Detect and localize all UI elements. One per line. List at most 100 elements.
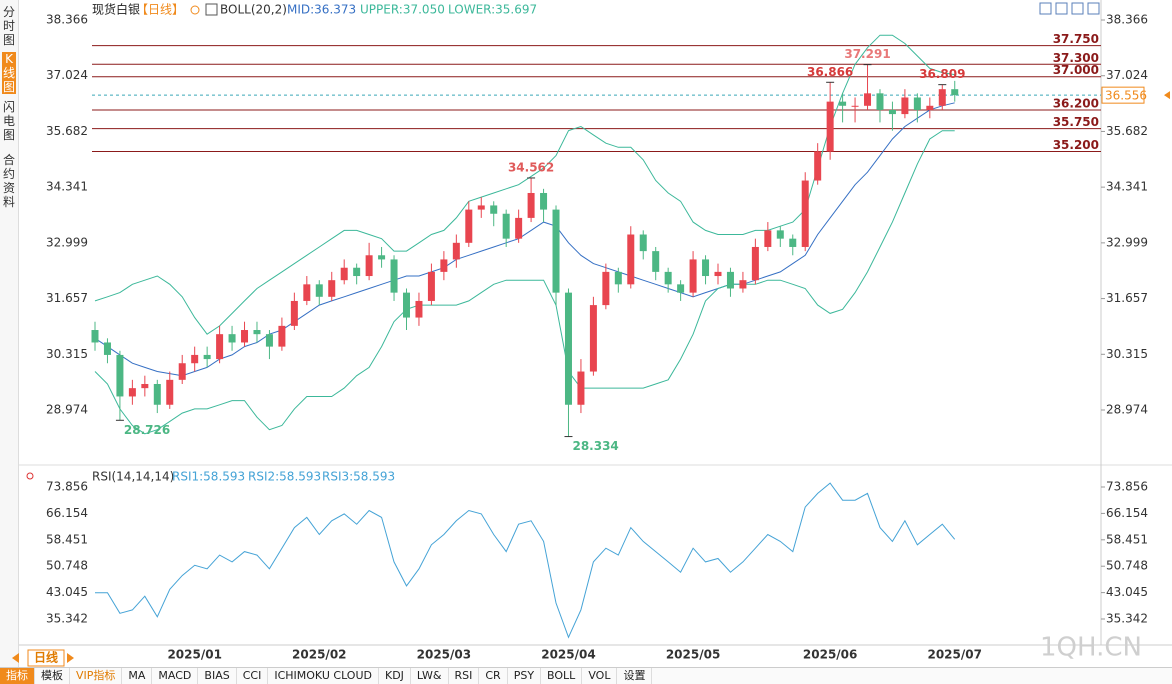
candle-body: [465, 209, 473, 243]
toolbar-item[interactable]: MACD: [152, 668, 199, 684]
chart-title: 现货白银: [92, 2, 140, 17]
extreme-label: 34.562: [508, 160, 554, 174]
candle-body: [290, 300, 298, 326]
next-arrow[interactable]: [67, 653, 74, 663]
period-tab[interactable]: 日线: [34, 650, 58, 665]
candle-body: [378, 255, 386, 260]
toolbar-icons[interactable]: [1039, 2, 1100, 15]
toolbar-item[interactable]: VIP指标: [70, 668, 123, 684]
toolbar-item[interactable]: 模板: [35, 668, 70, 684]
candle-body: [577, 371, 585, 405]
candle-body: [751, 246, 759, 281]
candle-body: [452, 242, 460, 260]
toolbar-item[interactable]: 设置: [617, 668, 653, 684]
candle-body: [415, 300, 423, 318]
extreme-label: 28.334: [572, 439, 618, 453]
period: 【日线】: [136, 3, 184, 17]
toolbar-item[interactable]: RSI: [449, 668, 480, 684]
side-tab[interactable]: 合约资料: [2, 153, 15, 209]
candle-body: [116, 354, 124, 397]
level-label: 36.200: [1053, 96, 1099, 110]
candle-body: [801, 180, 809, 247]
period-tab-box[interactable]: [27, 649, 65, 667]
candle-body: [702, 259, 710, 277]
candle-body: [589, 305, 597, 372]
candle-body: [602, 271, 610, 306]
level-label: 37.000: [1053, 63, 1099, 77]
level-label: 35.750: [1053, 115, 1099, 129]
toolbar-item[interactable]: LW&: [411, 668, 449, 684]
y-tick-label: 34.341: [1106, 180, 1148, 194]
candle-body: [216, 334, 224, 360]
y-tick-label-left: 37.024: [46, 68, 88, 82]
candle-body: [776, 230, 784, 239]
y-tick-label-left: 30.315: [46, 347, 88, 361]
indicator-line: [95, 482, 956, 639]
y-tick-label: 43.045: [1106, 585, 1148, 599]
y-tick-label-left: 28.974: [46, 402, 88, 416]
side-tab[interactable]: K线图: [2, 52, 16, 94]
toolbar-item[interactable]: BOLL: [541, 668, 583, 684]
y-tick-label-left: 38.366: [46, 13, 88, 27]
y-tick-label-left: 58.451: [46, 532, 88, 546]
toolbar-item[interactable]: PSY: [508, 668, 542, 684]
icon[interactable]: [1039, 2, 1052, 15]
icon[interactable]: [1055, 2, 1068, 15]
candle-body: [564, 292, 572, 405]
toolbar-item[interactable]: KDJ: [379, 668, 411, 684]
candle-body: [141, 383, 149, 389]
icon[interactable]: [1087, 2, 1100, 15]
side-tab[interactable]: 闪电图: [2, 100, 15, 142]
indicator-legend: LOWER:35.697: [448, 3, 537, 17]
candle-body: [689, 259, 697, 293]
candle-body: [278, 325, 286, 347]
toolbar-item[interactable]: BIAS: [198, 668, 237, 684]
side-tab[interactable]: 分时图: [2, 5, 15, 47]
settings-icon[interactable]: [26, 472, 34, 480]
last-price-box: [1101, 86, 1145, 104]
add-icon[interactable]: [190, 5, 200, 15]
prev-arrow[interactable]: [12, 653, 19, 663]
y-tick-label: 30.315: [1106, 347, 1148, 361]
extreme-label: 28.726: [124, 423, 170, 437]
toolbar-item[interactable]: VOL: [582, 668, 618, 684]
toolbar-item[interactable]: CCI: [237, 668, 269, 684]
toolbar-item[interactable]: 指标: [0, 668, 35, 684]
y-tick-label: 28.974: [1106, 402, 1148, 416]
candle-body: [527, 192, 535, 218]
candle-body: [502, 213, 510, 239]
candle-body: [477, 205, 485, 210]
candle-body: [403, 292, 410, 318]
candle-body: [203, 354, 211, 360]
candle-body: [328, 280, 336, 297]
candle-body: [340, 267, 348, 281]
icon[interactable]: [1071, 2, 1084, 15]
level-label: 35.200: [1053, 138, 1099, 152]
y-tick-label-left: 32.999: [46, 235, 88, 249]
y-tick-label-left: 31.657: [46, 291, 88, 305]
extreme-label: 36.809: [919, 67, 965, 81]
candle-body: [652, 251, 660, 272]
y-tick-label: 66.154: [1106, 506, 1148, 520]
indicator-line: [94, 34, 955, 335]
toolbar-item[interactable]: CR: [479, 668, 508, 684]
toolbar-item[interactable]: ICHIMOKU CLOUD: [268, 668, 379, 684]
y-tick-label-left: 35.682: [46, 124, 88, 138]
candle-body: [128, 388, 136, 397]
last-price-label: 36.556: [1105, 89, 1147, 103]
candle-body: [253, 330, 261, 335]
y-tick-label: 50.748: [1106, 559, 1148, 573]
y-tick-label: 32.999: [1106, 235, 1148, 249]
candle-body: [726, 271, 734, 289]
boll-icon[interactable]: [205, 3, 218, 16]
candle-body: [178, 363, 186, 380]
y-tick-label-left: 66.154: [46, 506, 88, 520]
indicator-legend: MID:36.373: [287, 3, 356, 17]
y-tick-label: 38.366: [1106, 13, 1148, 27]
toolbar-item[interactable]: MA: [122, 668, 153, 684]
indicator-line: [94, 102, 955, 377]
candle-body: [614, 271, 622, 285]
chart: 日线 1QH.CN 38.366 38.366 37.024 37.024 35.682…: [12, 0, 1172, 667]
candle-body: [888, 109, 896, 115]
